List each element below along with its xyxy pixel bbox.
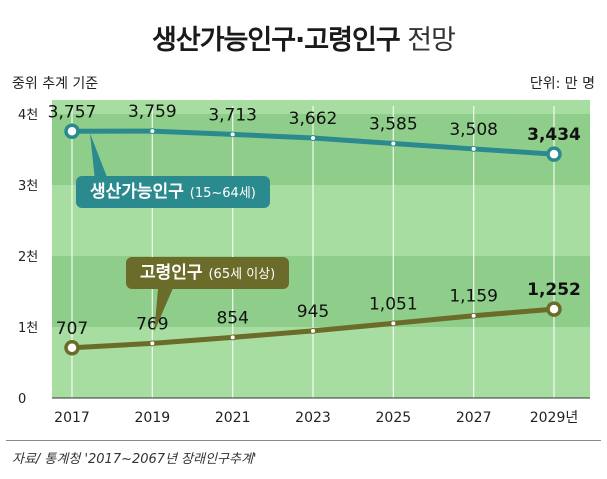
working-data-label: 3,434 — [527, 125, 581, 145]
working-age-name: 생산가능인구 — [90, 182, 184, 202]
y-tick-label: 4천 — [18, 108, 38, 123]
x-tick-label: 2027 — [456, 410, 492, 426]
elderly-label: 고령인구 (65세 이상) — [126, 257, 290, 289]
working-point — [310, 134, 316, 141]
source-divider — [6, 440, 601, 441]
subtitle-basis: 중위 추계 기준 — [12, 76, 99, 92]
elderly-data-label: 854 — [216, 308, 248, 328]
elderly-data-label: 1,051 — [369, 294, 418, 314]
elderly-data-label: 707 — [56, 319, 88, 339]
working-data-label: 3,713 — [208, 105, 257, 125]
working-data-label: 3,759 — [128, 102, 177, 122]
elderly-name: 고령인구 — [140, 263, 203, 283]
working-data-label: 3,508 — [449, 120, 498, 140]
y-tick-label: 1천 — [18, 321, 38, 336]
y-tick-label: 2천 — [18, 250, 38, 265]
x-tick-label: 2029년 — [530, 410, 579, 426]
elderly-point — [470, 312, 477, 319]
x-tick-label: 2021 — [215, 410, 251, 426]
elderly-label-pointer — [154, 285, 175, 332]
elderly-data-label: 769 — [136, 314, 168, 334]
elderly-data-label: 1,159 — [449, 287, 498, 307]
title-suffix: 전망 — [407, 25, 456, 56]
line-chart: 0 1천 2천 3천 4천 2017 2019 2021 2023 2025 2027 2029년 3,… — [18, 100, 590, 426]
working-point — [546, 146, 562, 162]
unit-label: 단위: 만 명 — [529, 76, 595, 92]
elderly-data-label: 945 — [297, 302, 329, 322]
working-age-label: 생산가능인구 (15~64세) — [76, 176, 270, 208]
working-data-label: 3,757 — [48, 102, 97, 122]
y-tick-label: 0 — [18, 392, 26, 407]
x-tick-label: 2019 — [135, 410, 171, 426]
working-point — [229, 131, 236, 138]
y-tick-label: 3천 — [18, 179, 38, 194]
elderly-point — [390, 320, 397, 327]
x-tick-label: 2025 — [376, 410, 412, 426]
working-age-note: (15~64세) — [189, 186, 256, 201]
working-point — [64, 123, 80, 140]
elderly-note: (65세 이상) — [208, 267, 276, 282]
x-tick-label: 2023 — [295, 410, 331, 426]
working-point — [149, 128, 156, 135]
chart-title: 생산가능인구·고령인구 전망 — [0, 18, 607, 57]
elderly-point — [149, 340, 156, 347]
x-tick-label: 2017 — [54, 410, 90, 426]
elderly-point — [310, 327, 316, 334]
working-label-pointer — [90, 133, 112, 190]
working-data-label: 3,585 — [369, 114, 418, 134]
working-data-label: 3,662 — [289, 109, 338, 129]
elderly-data-label: 1,252 — [527, 280, 581, 300]
title-main: 생산가능인구·고령인구 — [152, 25, 401, 56]
elderly-point — [546, 301, 562, 317]
working-point — [390, 140, 397, 147]
elderly-point — [229, 334, 236, 341]
working-point — [470, 145, 477, 152]
source-note: 자료/ 통계청 '2017~2067년 장래인구추계' — [12, 452, 257, 467]
elderly-point — [64, 340, 80, 356]
